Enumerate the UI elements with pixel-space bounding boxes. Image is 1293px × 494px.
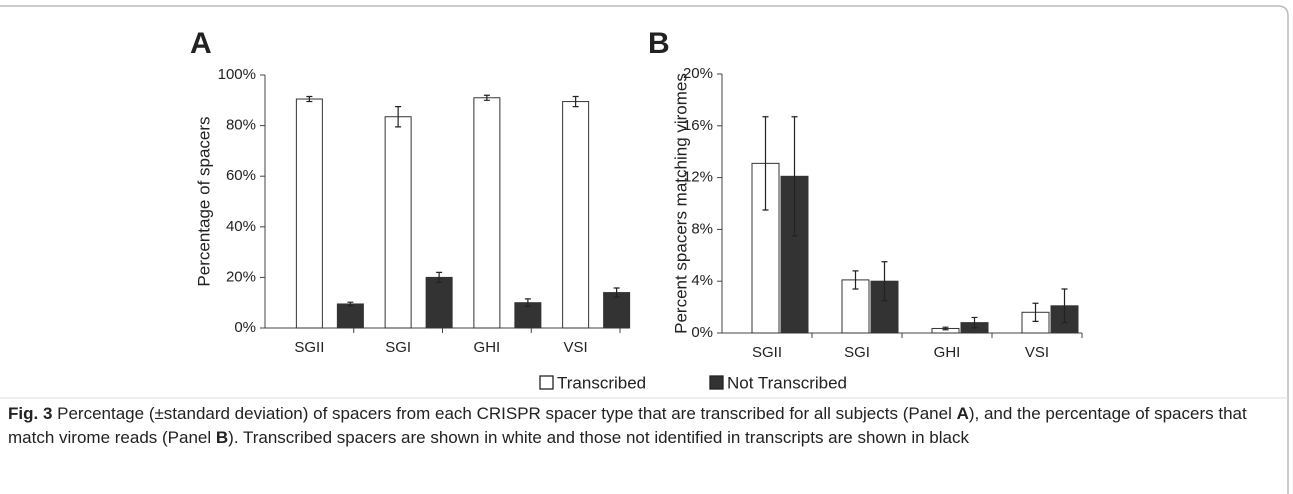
error-bar [791, 116, 798, 237]
y-tick-label: 60% [226, 167, 256, 184]
legend-swatch [539, 375, 554, 390]
y-tick-label: 4% [691, 272, 713, 289]
error-bar [436, 271, 443, 284]
y-axis-title: Percentage of spacers [194, 116, 213, 286]
error-bar [762, 116, 769, 211]
y-axis-title: Percent spacers matching viromes [671, 73, 690, 334]
error-bar [395, 106, 402, 128]
caption-panel: A [956, 404, 969, 423]
y-tick-label: 8% [691, 220, 713, 237]
caption-label: Fig. 3 [8, 404, 53, 423]
x-tick-label: GHI [934, 344, 961, 361]
y-tick-label: 100% [218, 66, 256, 83]
legend-label: Transcribed [557, 373, 646, 392]
caption-text: ). Transcribed spacers are shown in whit… [228, 428, 969, 447]
y-tick-label: 0% [234, 319, 256, 336]
bar [295, 98, 323, 329]
error-bar [572, 95, 579, 108]
legend-label: Not Transcribed [727, 373, 847, 392]
error-bar [306, 95, 313, 103]
y-tick-label: 0% [691, 324, 713, 341]
x-tick-label: GHI [474, 339, 501, 356]
y-tick-label: 16% [683, 117, 713, 134]
error-bar [524, 298, 531, 308]
bar [603, 292, 631, 329]
error-bar [1032, 302, 1039, 322]
caption-panel: B [215, 428, 229, 447]
y-tick-label: 12% [683, 169, 713, 186]
frame [0, 5, 1289, 494]
bar [562, 101, 590, 329]
error-bar [483, 94, 490, 101]
error-bar [1061, 288, 1068, 324]
legend: Transcribed Not Transcribed [539, 373, 847, 392]
error-bar [881, 261, 888, 302]
error-bar [613, 287, 620, 298]
x-tick-label: SGII [752, 344, 782, 361]
x-tick-label: SGI [844, 344, 870, 361]
caption: Fig. 3 Percentage (±standard deviation) … [8, 402, 1258, 450]
y-tick-label: 40% [226, 218, 256, 235]
bar [425, 276, 453, 329]
x-tick-label: SGI [385, 339, 411, 356]
legend-swatch [709, 375, 724, 390]
panel-label: B [648, 27, 670, 60]
error-bar [347, 301, 354, 307]
caption-text: ), and the percentage of spacers that ma… [8, 404, 1247, 447]
bar [336, 303, 364, 329]
x-tick-label: VSI [564, 339, 588, 356]
error-bar [971, 316, 978, 329]
error-bar [942, 326, 949, 331]
bar [384, 116, 412, 329]
y-tick-label: 20% [226, 268, 256, 285]
bar [473, 97, 501, 329]
x-tick-label: VSI [1025, 344, 1049, 361]
x-tick-label: SGII [294, 339, 324, 356]
y-tick-label: 20% [683, 65, 713, 82]
panel-label: A [190, 27, 212, 60]
error-bar [852, 270, 859, 290]
y-tick-label: 80% [226, 117, 256, 134]
caption-text: Percentage (±standard deviation) of spac… [57, 404, 957, 423]
